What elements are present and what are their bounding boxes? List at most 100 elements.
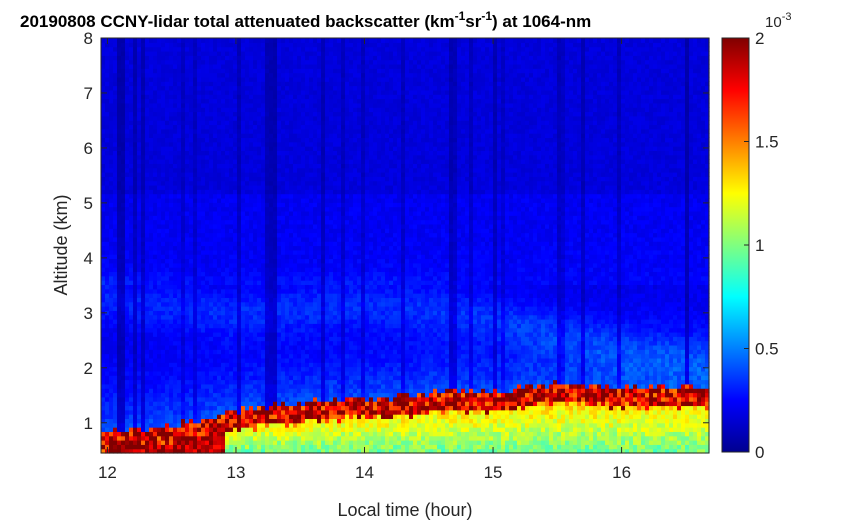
heatmap-cell <box>177 366 182 372</box>
heatmap-cell <box>101 318 106 324</box>
heatmap-cell <box>133 76 138 82</box>
heatmap-cell <box>261 124 266 130</box>
heatmap-cell <box>273 133 278 139</box>
heatmap-cell <box>109 370 114 376</box>
heatmap-cell <box>153 422 158 428</box>
heatmap-cell <box>185 172 190 177</box>
heatmap-cell <box>133 427 138 432</box>
heatmap-cell <box>305 172 310 177</box>
heatmap-cell <box>109 409 114 415</box>
heatmap-cell <box>221 401 226 407</box>
heatmap-cell <box>249 81 254 87</box>
heatmap-cell <box>237 349 242 355</box>
heatmap-cell <box>105 72 110 78</box>
heatmap-cell <box>249 115 254 121</box>
heatmap-cell <box>121 219 126 225</box>
heatmap-cell <box>245 353 250 359</box>
heatmap-cell <box>273 293 278 298</box>
heatmap-cell <box>217 76 222 82</box>
heatmap-cell <box>293 206 298 212</box>
heatmap-cell <box>185 76 190 82</box>
heatmap-cell <box>305 223 310 229</box>
heatmap-cell <box>133 197 138 203</box>
heatmap-cell <box>205 275 210 281</box>
heatmap-cell <box>289 396 294 402</box>
heatmap-cell <box>297 262 302 268</box>
heatmap-cell <box>125 176 130 182</box>
heatmap-cell <box>273 245 278 251</box>
heatmap-cell <box>297 241 302 247</box>
heatmap-cell <box>217 418 222 424</box>
heatmap-cell <box>229 254 234 260</box>
heatmap-cell <box>309 440 314 445</box>
heatmap-cell <box>281 154 286 160</box>
heatmap-cell <box>125 107 130 113</box>
heatmap-cell <box>245 107 250 113</box>
heatmap-cell <box>177 267 182 273</box>
heatmap-cell <box>293 379 298 385</box>
heatmap-cell <box>201 284 206 290</box>
heatmap-cell <box>201 85 206 91</box>
heatmap-cell <box>117 370 122 376</box>
heatmap-cell <box>121 392 126 398</box>
heatmap-cell <box>285 344 290 350</box>
heatmap-cell <box>201 146 206 151</box>
heatmap-cell <box>281 150 286 156</box>
heatmap-cell <box>177 383 182 389</box>
heatmap-cell <box>181 275 186 281</box>
heatmap-cell <box>117 146 122 151</box>
heatmap-cell <box>269 223 274 229</box>
heatmap-cell <box>229 68 234 74</box>
heatmap-cell <box>253 85 258 91</box>
heatmap-cell <box>277 418 282 424</box>
heatmap-cell <box>225 401 230 407</box>
heatmap-cell <box>161 202 166 208</box>
heatmap-cell <box>169 401 174 407</box>
heatmap-cell <box>257 215 262 221</box>
heatmap-cell <box>229 427 234 432</box>
heatmap-cell <box>105 68 110 74</box>
heatmap-cell <box>269 327 274 333</box>
heatmap-cell <box>289 275 294 281</box>
heatmap-cell <box>105 262 110 268</box>
heatmap-cell <box>165 120 170 126</box>
heatmap-cell <box>305 42 310 48</box>
heatmap-cell <box>261 42 266 48</box>
heatmap-cell <box>289 146 294 151</box>
heatmap-cell <box>217 180 222 186</box>
heatmap-cell <box>157 323 162 329</box>
heatmap-cell <box>277 401 282 407</box>
heatmap-cell <box>177 375 182 381</box>
heatmap-cell <box>161 379 166 385</box>
heatmap-cell <box>137 72 142 78</box>
heatmap-cell <box>113 94 118 100</box>
heatmap-cell <box>141 76 146 82</box>
heatmap-cell <box>193 435 198 441</box>
heatmap-cell <box>293 301 298 307</box>
heatmap-cell <box>221 115 226 121</box>
heatmap-cell <box>289 388 294 394</box>
heatmap-cell <box>181 133 186 139</box>
heatmap-cell <box>205 46 210 52</box>
heatmap-cell <box>273 38 278 43</box>
heatmap-cell <box>285 163 290 169</box>
heatmap-cell <box>169 141 174 147</box>
heatmap-cell <box>241 444 246 450</box>
heatmap-cell <box>289 409 294 415</box>
heatmap-cell <box>301 267 306 273</box>
heatmap-cell <box>101 236 106 242</box>
heatmap-cell <box>253 146 258 151</box>
heatmap-cell <box>297 184 302 190</box>
heatmap-cell <box>113 448 118 454</box>
heatmap-cell <box>101 271 106 277</box>
heatmap-cell <box>217 331 222 337</box>
heatmap-cell <box>285 349 290 355</box>
heatmap-cell <box>229 366 234 372</box>
heatmap-cell <box>209 349 214 355</box>
heatmap-cell <box>177 249 182 255</box>
heatmap-cell <box>261 405 266 411</box>
heatmap-cell <box>189 288 194 294</box>
heatmap-cell <box>265 414 270 420</box>
heatmap-cell <box>105 409 110 415</box>
heatmap-cell <box>261 331 266 337</box>
